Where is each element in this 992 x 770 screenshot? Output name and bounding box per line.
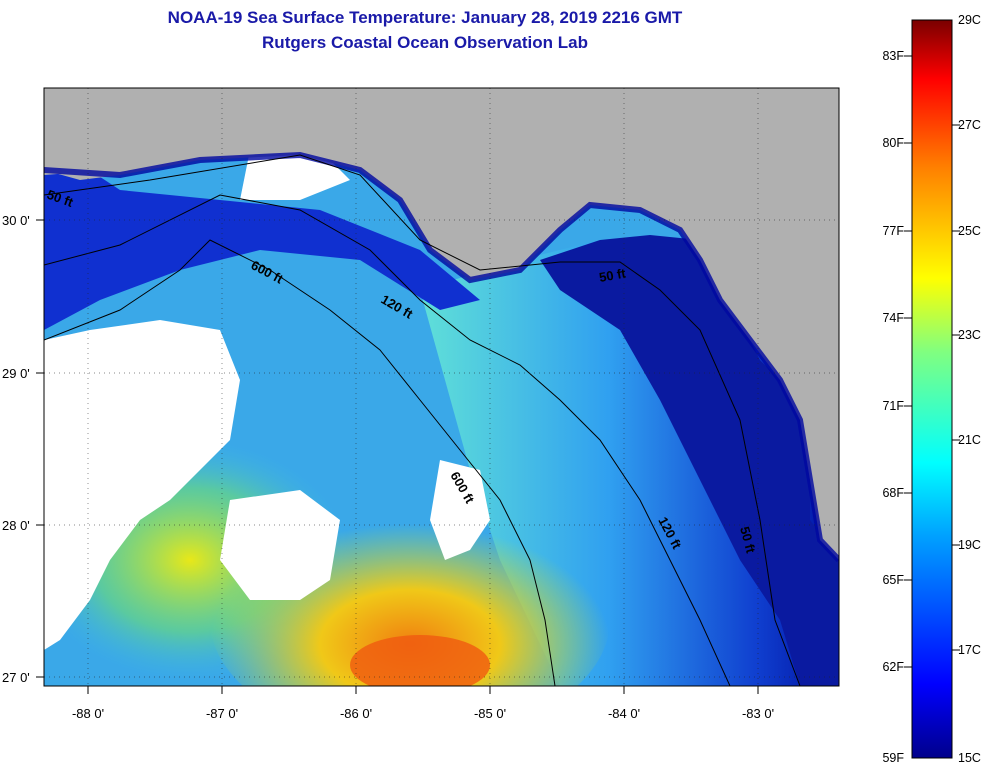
colorbar-f-label: 59F xyxy=(882,751,904,765)
land-mass xyxy=(44,88,839,560)
cloud-region-east xyxy=(430,460,490,560)
colorbar-c-label: 21C xyxy=(958,433,981,447)
northern-coastal-band xyxy=(44,140,480,330)
colorbar-f-label: 71F xyxy=(882,399,904,413)
axis-ticks xyxy=(36,219,759,694)
colorbar-f-label: 80F xyxy=(882,136,904,150)
warmest-patch xyxy=(350,635,490,686)
colorbar-f-label: 74F xyxy=(882,311,904,325)
y-tick-label: 28 0' xyxy=(2,518,30,533)
colorbar-c-label: 27C xyxy=(958,118,981,132)
colorbar-c-label: 25C xyxy=(958,224,981,238)
colorbar-c-label: 17C xyxy=(958,643,981,657)
colorbar xyxy=(911,19,953,759)
map-subtitle: Rutgers Coastal Ocean Observation Lab xyxy=(262,33,588,52)
contour-120ft xyxy=(44,194,731,686)
colorbar-f-label: 83F xyxy=(882,49,904,63)
nearshore-cold-water xyxy=(540,235,839,686)
x-tick-label: -87 0' xyxy=(206,706,238,721)
map-frame xyxy=(43,87,840,687)
colorbar-c-label: 19C xyxy=(958,538,981,552)
y-tick-label: 29 0' xyxy=(2,366,30,381)
land-mass-west xyxy=(44,88,110,175)
y-tick-label: 27 0' xyxy=(2,670,30,685)
coastline xyxy=(44,151,839,563)
colorbar-f-label: 68F xyxy=(882,486,904,500)
x-tick-label: -84 0' xyxy=(608,706,640,721)
map-title: NOAA-19 Sea Surface Temperature: January… xyxy=(167,8,683,27)
x-tick-label: -86 0' xyxy=(340,706,372,721)
colorbar-f-label: 65F xyxy=(882,573,904,587)
contour-label: 50 ft xyxy=(737,525,759,555)
map-image: 50 ft 600 ft 120 ft 50 ft 600 ft 120 ft … xyxy=(44,88,839,686)
colorbar-f-label: 77F xyxy=(882,224,904,238)
colorbar-c-label: 23C xyxy=(958,328,981,342)
cloud-region-center xyxy=(220,490,340,600)
cloud-region-west xyxy=(44,320,240,650)
contour-label: 50 ft xyxy=(598,265,628,285)
colorbar-f-label: 62F xyxy=(882,660,904,674)
colorbar-c-label: 29C xyxy=(958,13,981,27)
colorbar-c-label: 15C xyxy=(958,751,981,765)
x-tick-label: -83 0' xyxy=(742,706,774,721)
x-tick-label: -88 0' xyxy=(72,706,104,721)
contour-50ft xyxy=(44,154,801,686)
colorbar-ticks xyxy=(904,55,960,668)
contour-600ft xyxy=(44,239,556,686)
x-tick-label: -85 0' xyxy=(474,706,506,721)
y-tick-label: 30 0' xyxy=(2,213,30,228)
